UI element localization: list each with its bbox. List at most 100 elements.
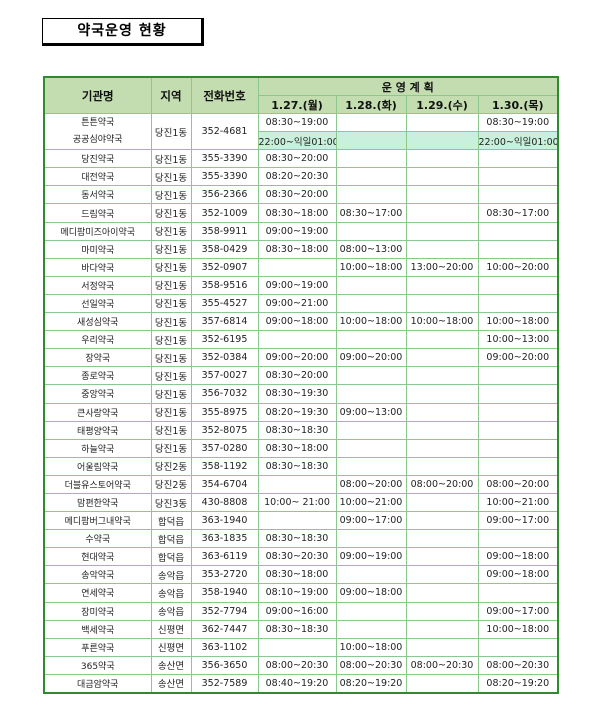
pharmacy-area: 당진1동 (150, 149, 192, 169)
table-row: 큰사랑약국 당진1동 355-8975 08:20~19:30 09:00~13:00 (43, 402, 559, 422)
hours-cell (405, 402, 479, 422)
pharmacy-name: 새성심약국 (43, 312, 152, 332)
hours-cell (477, 402, 559, 422)
pharmacy-phone: 355-4527 (190, 293, 259, 314)
pharmacy-area: 송산면 (150, 655, 192, 675)
hours-cell (405, 221, 479, 241)
hours-cell: 10:00~13:00 (477, 330, 559, 350)
hours-cell: 08:10~19:00 (257, 583, 337, 603)
hours-cell: 08:30~20:00 (257, 185, 337, 205)
table-row: 수약국 합덕읍 363-1835 08:30~18:30 (43, 529, 559, 549)
pharmacy-area: 당진1동 (150, 221, 192, 241)
header-phone: 전화번호 (190, 76, 259, 114)
hours-cell: 10:00~20:00 (477, 257, 559, 277)
pharmacy-area: 송악읍 (150, 583, 192, 603)
hours-cell: 09:00~13:00 (335, 402, 407, 422)
hours-cell: 08:00~13:00 (335, 239, 407, 259)
hours-cell: 08:30~18:30 (257, 619, 337, 639)
table-row: 푸른약국 신평면 363-1102 10:00~18:00 (43, 637, 559, 657)
header-date: 1.28.(화) (335, 95, 407, 114)
night-hours-cell: 22:00~익일01:00 (477, 131, 559, 151)
pharmacy-phone: 355-3390 (190, 167, 259, 187)
pharmacy-area: 당진1동 (150, 203, 192, 223)
hours-cell: 10:00~18:00 (477, 619, 559, 639)
pharmacy-area: 당진1동 (150, 402, 192, 422)
hours-cell: 08:30~18:00 (257, 239, 337, 259)
pharmacy-name: 우리약국 (43, 330, 152, 350)
pharmacy-area: 합덕읍 (150, 547, 192, 567)
hours-cell (405, 275, 479, 295)
hours-cell (405, 601, 479, 621)
hours-cell: 09:00~19:00 (257, 221, 337, 241)
table-row: 더블유스토어약국 당진2동 354-6704 08:00~20:00 08:00~20:… (43, 474, 559, 494)
pharmacy-area: 당진1동 (150, 348, 192, 368)
pharmacy-name: 대전약국 (43, 167, 152, 187)
hours-cell: 09:00~18:00 (477, 565, 559, 585)
pharmacy-name: 푸른약국 (43, 637, 152, 657)
hours-cell (477, 221, 559, 241)
table-row: 맘편한약국 당진3동 430-8808 10:00~ 21:00 10:00~21:00… (43, 492, 559, 513)
pharmacy-phone: 352-0384 (190, 348, 259, 368)
hours-cell: 13:00~20:00 (405, 257, 479, 277)
hours-cell: 09:00~19:00 (257, 275, 337, 295)
hours-cell (335, 619, 407, 639)
pharmacy-area: 당진1동 (150, 167, 192, 187)
hours-cell: 08:00~20:00 (477, 474, 559, 494)
pharmacy-area: 당진2동 (150, 474, 192, 494)
pharmacy-phone: 356-3650 (190, 655, 259, 675)
pharmacy-name: 현대약국 (43, 547, 152, 567)
pharmacy-phone: 358-0429 (190, 239, 259, 259)
hours-cell (335, 275, 407, 295)
hours-cell (335, 293, 407, 314)
table-row: 하늘약국 당진1동 357-0280 08:30~18:00 (43, 438, 559, 458)
hours-cell: 10:00~18:00 (335, 257, 407, 277)
hours-cell (477, 185, 559, 205)
pharmacy-area: 합덕읍 (150, 529, 192, 549)
hours-cell: 08:30~19:30 (257, 384, 337, 404)
pharmacy-name: 백세약국 (43, 619, 152, 639)
pharmacy-area: 당진1동 (150, 330, 192, 350)
hours-cell (405, 293, 479, 314)
hours-cell (257, 257, 337, 277)
pharmacy-name: 메디팜미즈아이약국 (43, 221, 152, 241)
table-row: 중앙약국 당진1동 356-7032 08:30~19:30 (43, 384, 559, 404)
hours-cell: 08:20~20:30 (257, 167, 337, 187)
pharmacy-area: 합덕읍 (150, 511, 192, 531)
hours-cell (405, 456, 479, 476)
hours-cell: 08:30~17:00 (335, 203, 407, 223)
hours-cell (257, 511, 337, 531)
table-row: 바다약국 당진1동 352-0907 10:00~18:00 13:00~20:00 10… (43, 257, 559, 277)
hours-cell (477, 149, 559, 169)
hours-cell (405, 420, 479, 440)
hours-cell (405, 366, 479, 386)
pharmacy-area: 당진1동 (150, 312, 192, 332)
pharmacy-name: 드림약국 (43, 203, 152, 223)
pharmacy-name: 마미약국 (43, 239, 152, 259)
hours-cell (335, 601, 407, 621)
hours-cell (335, 185, 407, 205)
pharmacy-name: 큰사랑약국 (43, 402, 152, 422)
pharmacy-name: 365약국 (43, 655, 152, 675)
pharmacy-phone: 357-6814 (190, 312, 259, 332)
pharmacy-name: 더블유스토어약국 (43, 474, 152, 494)
table-row: 드림약국 당진1동 352-1009 08:30~18:00 08:30~17:00 08… (43, 203, 559, 223)
hours-cell (477, 637, 559, 657)
hours-cell (405, 167, 479, 187)
pharmacy-phone: 363-1835 (190, 529, 259, 549)
hours-cell: 09:00~16:00 (257, 601, 337, 621)
table-row: 365약국 송산면 356-3650 08:00~20:30 08:00~20:30 08… (43, 655, 559, 675)
pharmacy-phone: 352-4681 (190, 112, 259, 151)
hours-cell: 08:30~20:00 (257, 149, 337, 169)
hours-cell: 10:00~21:00 (335, 492, 407, 513)
hours-cell (335, 384, 407, 404)
pharmacy-name: 어울림약국 (43, 456, 152, 476)
hours-cell (477, 384, 559, 404)
table-row: 송악약국 송악읍 353-2720 08:30~18:00 09:00~18:00 (43, 565, 559, 585)
pharmacy-name: 선일약국 (43, 293, 152, 314)
hours-cell: 10:00~21:00 (477, 492, 559, 513)
hours-cell: 10:00~18:00 (405, 312, 479, 332)
table-row: 메디팜미즈아이약국 당진1동 358-9911 09:00~19:00 (43, 221, 559, 241)
pharmacy-name: 맘편한약국 (43, 492, 152, 513)
hours-cell (405, 348, 479, 368)
hours-cell (335, 149, 407, 169)
